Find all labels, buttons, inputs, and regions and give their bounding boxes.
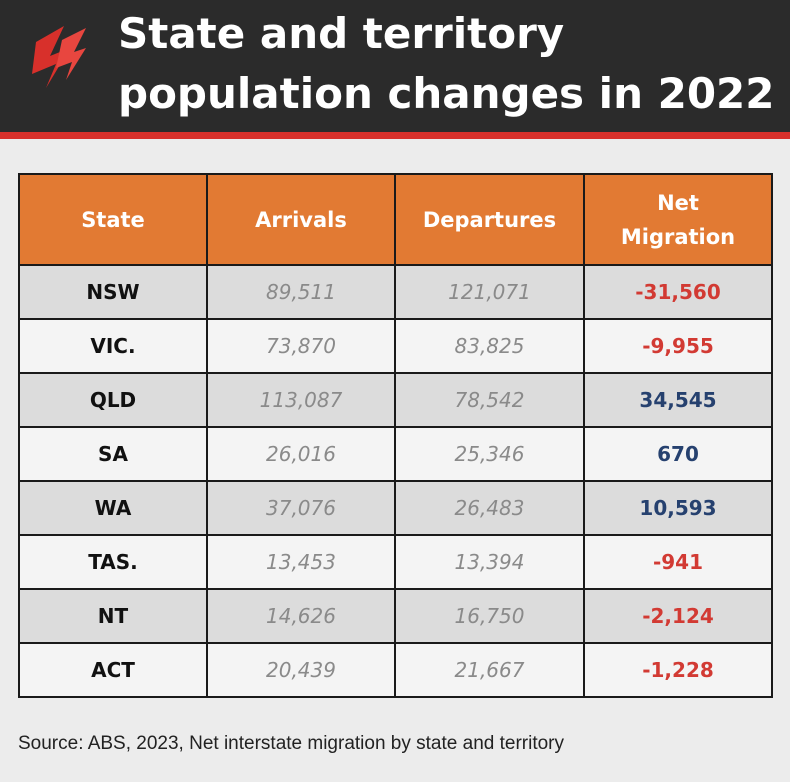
title-line-1: State and territory: [118, 9, 565, 58]
arrivals-cell: 20,439: [206, 642, 396, 698]
net-migration-cell: -1,228: [583, 642, 773, 698]
net-migration-cell: -31,560: [583, 264, 773, 320]
table-row: NSW 89,511 121,071 -31,560: [18, 264, 773, 320]
net-migration-cell: -941: [583, 534, 773, 590]
departures-cell: 21,667: [394, 642, 585, 698]
state-cell: QLD: [18, 372, 208, 428]
table-row: WA 37,076 26,483 10,593: [18, 480, 773, 536]
table-row: VIC. 73,870 83,825 -9,955: [18, 318, 773, 374]
arrivals-cell: 13,453: [206, 534, 396, 590]
departures-cell: 83,825: [394, 318, 585, 374]
source-note: Source: ABS, 2023, Net interstate migrat…: [18, 733, 564, 754]
column-header-state: State: [18, 173, 208, 266]
state-cell: NT: [18, 588, 208, 644]
net-migration-cell: -2,124: [583, 588, 773, 644]
migration-table: State Arrivals Departures Net Migration …: [18, 173, 773, 698]
state-cell: ACT: [18, 642, 208, 698]
net-migration-cell: 670: [583, 426, 773, 482]
state-cell: VIC.: [18, 318, 208, 374]
net-migration-cell: 10,593: [583, 480, 773, 536]
net-migration-cell: 34,545: [583, 372, 773, 428]
table-row: ACT 20,439 21,667 -1,228: [18, 642, 773, 698]
departures-cell: 26,483: [394, 480, 585, 536]
table-header-row: State Arrivals Departures Net Migration: [18, 173, 773, 266]
arrivals-cell: 14,626: [206, 588, 396, 644]
state-cell: NSW: [18, 264, 208, 320]
title-line-2: population changes in 2022: [118, 69, 775, 118]
arrivals-cell: 73,870: [206, 318, 396, 374]
table-body: NSW 89,511 121,071 -31,560 VIC. 73,870 83,825-…: [18, 264, 773, 698]
arrivals-cell: 37,076: [206, 480, 396, 536]
header-bar: State and territory population changes i…: [0, 0, 790, 132]
header-accent-stripe: [0, 132, 790, 139]
arrivals-cell: 89,511: [206, 264, 396, 320]
page-title: State and territory population changes i…: [118, 4, 778, 124]
column-header-departures: Departures: [394, 173, 585, 266]
table-row: NT 14,626 16,750 -2,124: [18, 588, 773, 644]
state-cell: SA: [18, 426, 208, 482]
table-row: SA 26,016 25,346 670: [18, 426, 773, 482]
state-cell: WA: [18, 480, 208, 536]
column-header-net-migration: Net Migration: [583, 173, 773, 266]
column-header-arrivals: Arrivals: [206, 173, 396, 266]
departures-cell: 13,394: [394, 534, 585, 590]
state-cell: TAS.: [18, 534, 208, 590]
arrivals-cell: 113,087: [206, 372, 396, 428]
sbs-logo-icon: [32, 26, 86, 88]
departures-cell: 16,750: [394, 588, 585, 644]
net-migration-cell: -9,955: [583, 318, 773, 374]
arrivals-cell: 26,016: [206, 426, 396, 482]
table-row: QLD 113,087 78,542 34,545: [18, 372, 773, 428]
table-row: TAS. 13,453 13,394 -941: [18, 534, 773, 590]
departures-cell: 121,071: [394, 264, 585, 320]
departures-cell: 78,542: [394, 372, 585, 428]
departures-cell: 25,346: [394, 426, 585, 482]
net-migration-label: Net Migration: [620, 190, 736, 249]
